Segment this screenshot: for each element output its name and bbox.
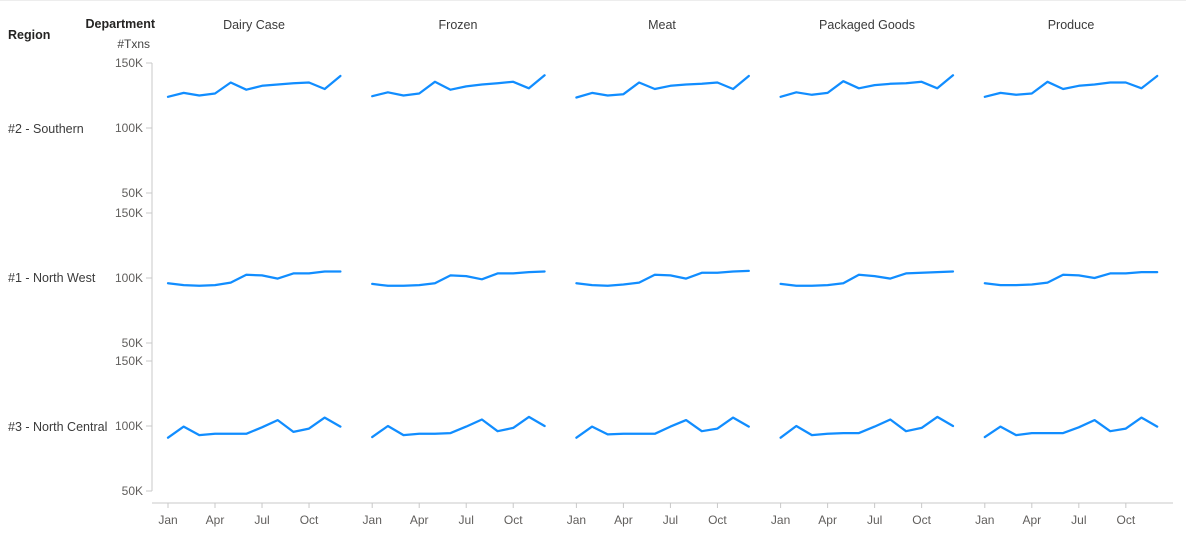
column-title-meat: Meat: [648, 18, 676, 32]
line-series[interactable]: [575, 74, 750, 99]
line-series[interactable]: [166, 74, 342, 98]
line-series[interactable]: [779, 74, 955, 98]
line-series[interactable]: [779, 415, 955, 439]
row-label-north-central: #3 - North Central: [8, 420, 108, 434]
x-tick-label: Oct: [504, 513, 523, 527]
y-tick-label: 150K: [115, 354, 143, 368]
column-title-frozen: Frozen: [438, 18, 478, 32]
x-tick-label: Apr: [614, 513, 633, 527]
line-series[interactable]: [779, 270, 955, 287]
x-tick-label: Apr: [818, 513, 837, 527]
x-tick-label: Jan: [158, 513, 177, 527]
y-tick-label: 50K: [122, 484, 143, 498]
x-tick-label: Jan: [975, 513, 994, 527]
x-tick-label: Apr: [410, 513, 429, 527]
department-header-label: Department: [85, 17, 155, 31]
x-tick-label: Jan: [771, 513, 790, 527]
x-tick-label: Apr: [206, 513, 225, 527]
y-tick-label: 100K: [115, 419, 143, 433]
x-tick-label: Oct: [708, 513, 727, 527]
x-tick-label: Oct: [1116, 513, 1135, 527]
y-tick-label: 100K: [115, 121, 143, 135]
line-series[interactable]: [983, 74, 1159, 98]
line-series[interactable]: [371, 74, 546, 98]
x-tick-label: Oct: [300, 513, 319, 527]
x-tick-label: Oct: [912, 513, 931, 527]
x-tick-label: Apr: [1022, 513, 1041, 527]
line-series[interactable]: [575, 269, 750, 287]
y-tick-label: 100K: [115, 271, 143, 285]
row-label-north-west: #1 - North West: [8, 271, 96, 285]
x-tick-label: Jan: [363, 513, 382, 527]
line-series[interactable]: [166, 270, 342, 287]
column-title-produce: Produce: [1047, 18, 1095, 32]
line-series[interactable]: [166, 416, 342, 439]
row-label-southern: #2 - Southern: [8, 122, 84, 136]
y-axis-title: #Txns: [117, 37, 150, 51]
x-tick-label: Jan: [567, 513, 586, 527]
region-header-label: Region: [8, 28, 51, 42]
y-tick-label: 50K: [122, 336, 143, 350]
y-tick-label: 150K: [115, 56, 143, 70]
y-tick-label: 150K: [115, 206, 143, 220]
line-series[interactable]: [371, 415, 546, 439]
x-tick-label: Jul: [663, 513, 678, 527]
line-series[interactable]: [575, 416, 750, 439]
line-series[interactable]: [983, 270, 1159, 287]
y-tick-label: 50K: [122, 186, 143, 200]
line-series[interactable]: [371, 270, 546, 287]
line-series[interactable]: [983, 416, 1159, 439]
column-title-packaged-goods: Packaged Goods: [819, 18, 915, 32]
x-tick-label: Jul: [867, 513, 882, 527]
column-title-dairy-case: Dairy Case: [223, 18, 285, 32]
x-tick-label: Jul: [254, 513, 269, 527]
x-tick-label: Jul: [459, 513, 474, 527]
x-tick-label: Jul: [1071, 513, 1086, 527]
